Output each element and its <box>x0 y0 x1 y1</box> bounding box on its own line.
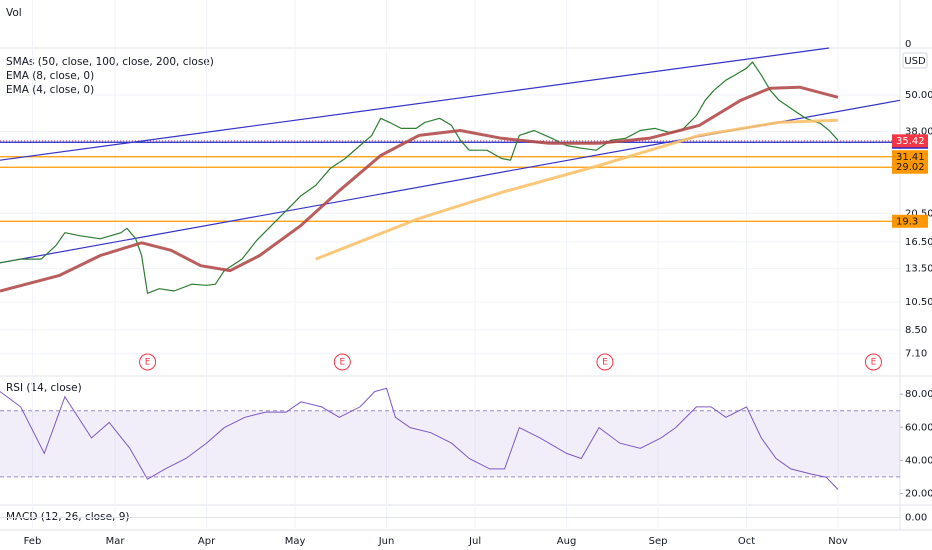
price-label-bg <box>892 150 928 164</box>
currency-label[interactable]: USD <box>904 56 926 67</box>
price-label: 19.3 <box>896 216 918 227</box>
earnings-label: E <box>602 358 608 368</box>
y-tick-label: 8.50 <box>905 325 927 336</box>
x-tick-label: Jun <box>378 536 395 547</box>
y-tick-label: 0.00 <box>905 513 927 524</box>
earnings-marker <box>864 353 882 371</box>
legend-entry: EMA (4, close, 0) <box>6 84 94 96</box>
currency-box[interactable] <box>902 52 928 69</box>
x-tick-label: Nov <box>828 536 848 547</box>
x-tick-label: Feb <box>24 536 42 547</box>
x-tick-label: Mar <box>106 536 126 547</box>
x-tick-label: Apr <box>198 536 216 547</box>
price-line <box>0 61 839 294</box>
x-tick-label: Sep <box>649 536 668 547</box>
price-label-bg <box>892 214 928 228</box>
earnings-marker <box>333 353 351 371</box>
y-tick-label: 40.00 <box>905 455 932 466</box>
price-label: 35.42 <box>896 136 925 147</box>
price-label: 29.02 <box>896 162 925 173</box>
y-tick-label: 50.00 <box>905 90 932 101</box>
y-tick-label: 20.50 <box>905 208 932 219</box>
moving-average <box>0 85 839 293</box>
y-tick-label: 20.00 <box>905 488 932 499</box>
x-tick-label: Aug <box>557 536 577 547</box>
y-tick-label: 38.00 <box>905 127 932 138</box>
y-tick-label: 80.00 <box>905 389 932 400</box>
rsi-band <box>0 410 900 477</box>
y-tick-label: 0 <box>905 39 911 50</box>
moving-average <box>315 118 839 261</box>
price-label-bg <box>892 160 928 174</box>
y-tick-label: 10.50 <box>905 297 932 308</box>
y-tick-label: 16.50 <box>905 237 932 248</box>
rsi-line <box>0 387 839 490</box>
y-tick-label: 7.10 <box>905 349 927 360</box>
earnings-marker <box>596 353 614 371</box>
price-label-bg <box>892 134 928 148</box>
rsi-title: RSI (14, close) <box>6 382 82 394</box>
trendline <box>0 47 830 161</box>
earnings-label: E <box>339 358 345 368</box>
y-tick-label: 60.00 <box>905 422 932 433</box>
price-label: 31.41 <box>896 152 925 163</box>
earnings-marker <box>139 353 157 371</box>
volume-title: Vol <box>6 7 22 19</box>
legend-entry: SMAs (50, close, 100, close, 200, close) <box>6 56 214 68</box>
x-tick-label: May <box>285 536 306 547</box>
earnings-label: E <box>871 358 877 368</box>
y-tick-label: 13.50 <box>905 264 932 275</box>
x-tick-label: Jul <box>468 536 481 547</box>
earnings-label: E <box>145 358 151 368</box>
x-tick-label: Oct <box>738 536 755 547</box>
legend-entry: EMA (8, close, 0) <box>6 70 94 82</box>
